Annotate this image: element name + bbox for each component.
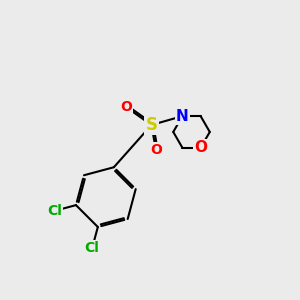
Text: Cl: Cl bbox=[85, 241, 100, 255]
Text: O: O bbox=[150, 143, 162, 157]
Text: S: S bbox=[146, 116, 158, 134]
Text: Cl: Cl bbox=[47, 204, 62, 218]
Text: O: O bbox=[121, 100, 132, 114]
Text: O: O bbox=[194, 140, 207, 155]
Text: N: N bbox=[176, 109, 189, 124]
